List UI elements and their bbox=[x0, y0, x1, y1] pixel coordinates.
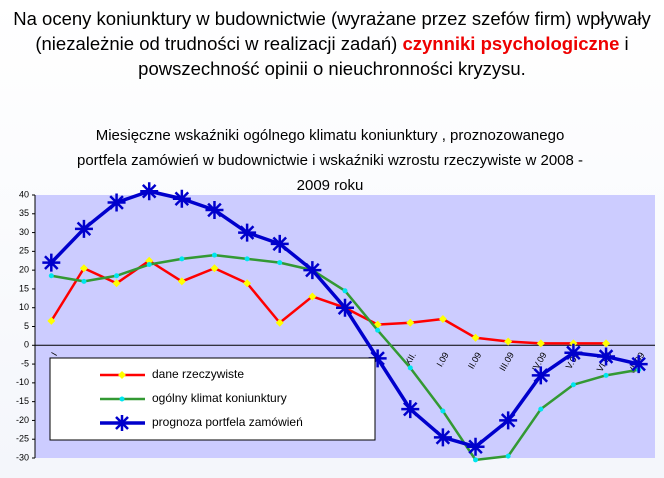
marker bbox=[538, 406, 544, 412]
marker bbox=[603, 372, 609, 378]
marker bbox=[536, 339, 545, 348]
marker bbox=[504, 337, 513, 346]
marker bbox=[564, 343, 583, 362]
marker bbox=[145, 256, 154, 265]
marker bbox=[140, 182, 159, 201]
y-tick-label: 0 bbox=[24, 340, 29, 350]
marker bbox=[277, 260, 283, 266]
marker bbox=[270, 234, 289, 253]
series bbox=[42, 182, 648, 456]
x-tick-label: I bbox=[49, 350, 59, 357]
heading-highlight: czynniki psychologiczne bbox=[402, 33, 620, 54]
y-tick-label: 25 bbox=[19, 246, 29, 256]
marker bbox=[342, 288, 348, 294]
legend-marker bbox=[119, 396, 125, 402]
marker bbox=[79, 264, 88, 273]
marker bbox=[597, 347, 616, 366]
marker bbox=[42, 253, 61, 272]
marker bbox=[107, 193, 126, 212]
marker bbox=[473, 457, 479, 463]
y-tick-label: -10 bbox=[16, 377, 29, 387]
marker bbox=[81, 278, 87, 284]
legend-marker bbox=[114, 415, 130, 431]
y-tick-label: -20 bbox=[16, 415, 29, 425]
legend-marker bbox=[118, 371, 126, 379]
y-tick-label: -30 bbox=[16, 452, 29, 462]
marker bbox=[336, 298, 354, 317]
marker bbox=[179, 256, 185, 262]
marker bbox=[308, 292, 317, 301]
chart-title: Miesięczne wskaźniki ogólnego klimatu ko… bbox=[76, 127, 584, 194]
marker bbox=[629, 355, 648, 374]
marker bbox=[570, 382, 576, 388]
marker bbox=[47, 316, 56, 325]
marker bbox=[146, 262, 152, 268]
marker bbox=[114, 273, 120, 279]
y-tick-label: 30 bbox=[19, 227, 29, 237]
marker bbox=[466, 437, 485, 456]
marker bbox=[211, 252, 217, 258]
marker bbox=[244, 256, 250, 262]
marker bbox=[368, 349, 387, 368]
marker bbox=[375, 327, 381, 333]
y-tick-label: 35 bbox=[19, 208, 29, 218]
legend-label: dane rzeczywiste bbox=[152, 367, 244, 381]
y-tick-label: 5 bbox=[24, 321, 29, 331]
marker bbox=[569, 339, 578, 348]
marker bbox=[433, 428, 452, 447]
marker bbox=[406, 318, 415, 327]
heading: Na oceny koniunktury w budownictwie (wyr… bbox=[0, 6, 664, 81]
y-tick-label: -5 bbox=[21, 358, 29, 368]
y-tick-label: 40 bbox=[19, 189, 29, 199]
marker bbox=[602, 339, 611, 348]
y-tick-label: -15 bbox=[16, 396, 29, 406]
marker bbox=[303, 261, 322, 280]
marker bbox=[243, 279, 252, 288]
marker bbox=[48, 273, 54, 279]
series bbox=[47, 256, 611, 348]
marker bbox=[205, 201, 224, 220]
marker bbox=[440, 408, 446, 414]
marker bbox=[177, 277, 186, 286]
marker bbox=[505, 453, 511, 459]
marker bbox=[74, 219, 93, 238]
heading-text: Na oceny koniunktury w budownictwie (wyr… bbox=[13, 8, 651, 54]
line bbox=[50, 259, 607, 345]
marker bbox=[112, 279, 121, 288]
y-tick-label: 20 bbox=[19, 265, 29, 275]
marker bbox=[531, 366, 550, 385]
legend-label: prognoza portfela zamówień bbox=[152, 415, 303, 429]
y-tick-label: 10 bbox=[19, 302, 29, 312]
marker bbox=[238, 223, 257, 242]
marker bbox=[407, 365, 413, 371]
marker bbox=[471, 333, 480, 342]
heading-text: i powszechność opinii o nieuchronności k… bbox=[138, 33, 629, 79]
legend-label: ogólny klimat koniunktury bbox=[152, 391, 287, 405]
marker bbox=[438, 314, 447, 323]
marker bbox=[210, 264, 219, 273]
marker bbox=[275, 318, 284, 327]
marker bbox=[401, 400, 420, 419]
y-tick-label: 15 bbox=[19, 283, 29, 293]
marker bbox=[172, 189, 191, 208]
y-tick-label: -25 bbox=[16, 434, 29, 444]
marker bbox=[499, 411, 518, 430]
